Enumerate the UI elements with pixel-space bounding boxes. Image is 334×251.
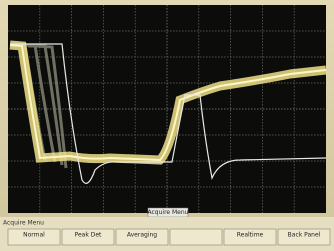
button-label[interactable]: Back Panel: [288, 232, 321, 239]
button-label[interactable]: Averaging: [127, 232, 157, 239]
button-label[interactable]: Peak Det: [75, 232, 102, 239]
button[interactable]: [170, 229, 222, 245]
button-label[interactable]: Normal: [23, 232, 45, 239]
menu-title: Acquire Menu: [3, 220, 44, 227]
button-label[interactable]: Realtime: [237, 232, 264, 239]
oscilloscope-screen: Acquire Menu Acquire Menu Normal Peak De…: [0, 0, 334, 251]
center-label: Acquire Menu: [148, 209, 189, 216]
